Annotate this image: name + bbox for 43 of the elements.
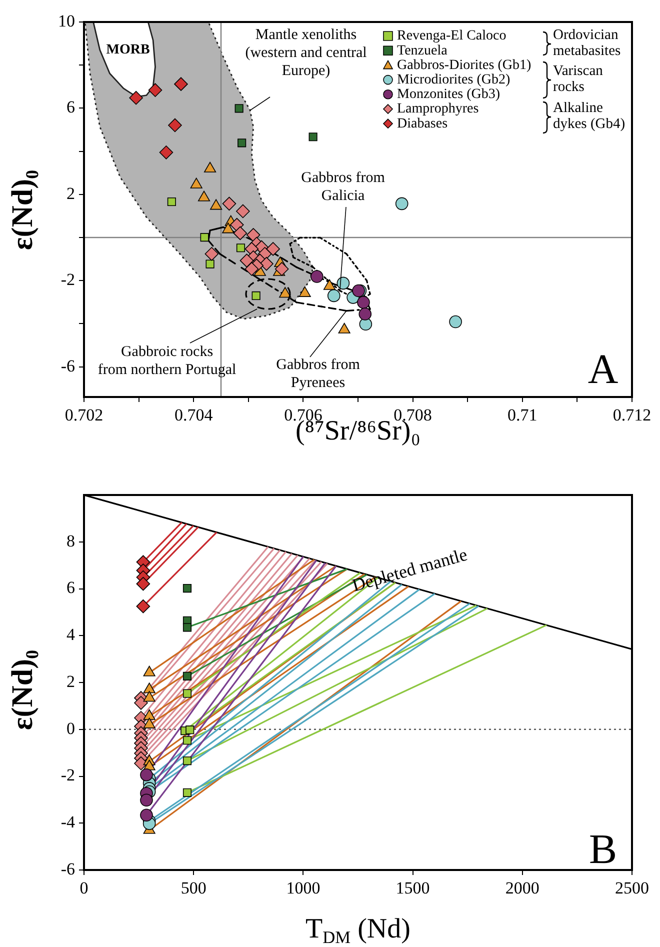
y-tick-label: 6: [66, 98, 75, 117]
legend-label: Lamprophyres: [397, 102, 479, 117]
annotation: Gabbros from Galicia: [301, 170, 386, 204]
y-tick-label: -2: [60, 766, 75, 785]
x-tick-label: 0.712: [612, 406, 652, 425]
y-tick-label: 6: [66, 578, 75, 598]
y-tick-label: 2: [66, 184, 75, 203]
annotation: MORB: [106, 42, 150, 58]
x-tick-label: 1000: [286, 878, 320, 898]
legend-label: Gabbros-Diorites (Gb1): [397, 58, 532, 73]
x-tick-label: 0.704: [174, 406, 214, 425]
y-tick-label: 2: [66, 672, 75, 691]
annotation: Variscan rocks: [553, 62, 604, 95]
legend-label: Monzonites (Gb3): [397, 87, 500, 102]
y-tick-label: 8: [66, 531, 75, 550]
x-tick-label: 1500: [396, 878, 430, 898]
x-tick-label: 0.702: [64, 406, 104, 425]
annotation: Mantle xenoliths (western and central Europe): [245, 26, 367, 79]
y-axis-title: ε(Nd)₀: [6, 170, 39, 250]
y-tick-label: 4: [66, 625, 76, 644]
annotation: Ordovician metabasites: [553, 26, 621, 59]
y-axis-title: ε(Nd)₀: [6, 650, 39, 730]
y-tick-label: 10: [58, 11, 75, 30]
legend-label: Diabases: [397, 116, 448, 132]
y-tick-label: -6: [60, 859, 75, 878]
annotation: Alkaline dykes (Gb4): [553, 100, 626, 132]
x-tick-label: 500: [180, 878, 206, 898]
y-tick-label: -4: [60, 812, 76, 832]
x-tick-label: 0.71: [508, 406, 538, 425]
annotation: Depleted mantle: [350, 544, 470, 596]
annotation: A: [588, 347, 619, 394]
legend-label: Tenzuela: [397, 43, 448, 58]
legend-label: Revenga-El Caloco: [397, 28, 506, 44]
annotation: Gabbroic rocks from northern Portugal: [98, 344, 236, 378]
legend-label: Microdiorites (Gb2): [397, 72, 510, 88]
x-tick-label: 0: [80, 878, 88, 898]
x-tick-label: 2000: [505, 878, 540, 898]
annotation: Gabbros from Pyrenees: [276, 356, 360, 391]
y-tick-label: -2: [60, 270, 75, 290]
y-tick-label: -6: [60, 356, 75, 376]
annotation: B: [588, 827, 618, 874]
x-tick-label: 2500: [615, 878, 649, 898]
y-tick-label: 0: [66, 718, 75, 738]
